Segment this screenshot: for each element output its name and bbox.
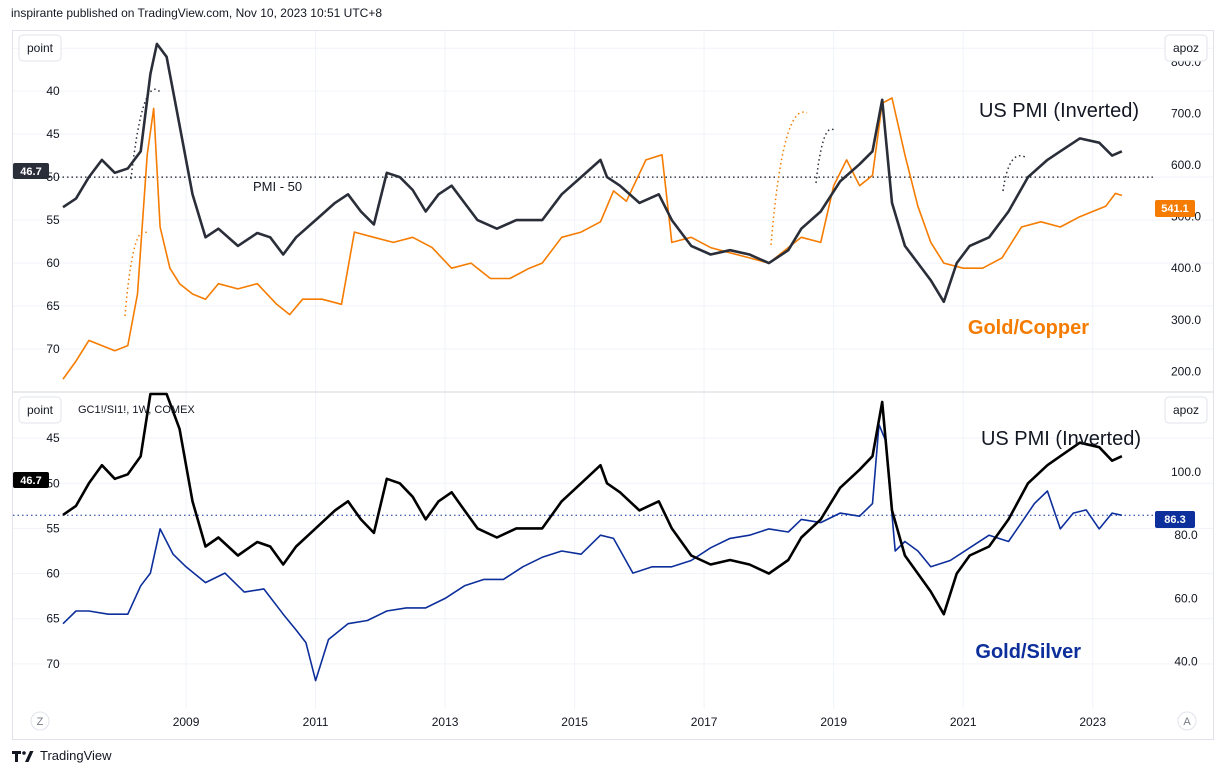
top-right-scale-button-bg[interactable] xyxy=(1164,34,1208,62)
dotted-arrow xyxy=(815,128,836,184)
x-tick-label: 2015 xyxy=(561,715,588,729)
top-right-scale-button[interactable]: apoz xyxy=(1173,41,1199,55)
time-axis-a-button-bg[interactable] xyxy=(1177,711,1197,731)
bottom-price-badge-bg xyxy=(1155,511,1195,528)
symbol-label: GC1!/SI1!, 1W, COMEX xyxy=(78,404,195,416)
x-tick-label: 2011 xyxy=(303,715,329,729)
left-axis-tick: 50 xyxy=(46,170,60,184)
right-axis-tick: 600.0 xyxy=(1171,158,1201,172)
right-axis-tick: 200.0 xyxy=(1171,364,1201,378)
dotted-arrow xyxy=(124,230,148,317)
dotted-arrow xyxy=(130,88,162,180)
left-axis-tick: 45 xyxy=(46,127,60,141)
right-axis-tick: 300.0 xyxy=(1171,313,1201,327)
x-tick-label: 2021 xyxy=(950,715,977,729)
x-tick-label: 2019 xyxy=(820,715,847,729)
left-axis-tick: 65 xyxy=(46,612,60,626)
top-left-scale-button[interactable]: point xyxy=(27,41,54,55)
bottom-title-pmi: US PMI (Inverted) xyxy=(981,428,1141,450)
time-axis-z-button[interactable]: Z xyxy=(37,716,44,728)
top-pmi-badge: 46.7 xyxy=(20,166,41,178)
top-left-scale-button-bg[interactable] xyxy=(18,34,62,62)
bottom-right-scale-button[interactable]: apoz xyxy=(1173,403,1199,417)
top-pmi-badge-bg xyxy=(13,163,49,179)
publish-header: inspirante published on TradingView.com,… xyxy=(11,6,383,20)
bottom-left-scale-button[interactable]: point xyxy=(27,403,54,417)
bottom-price-badge: 86.3 xyxy=(1164,514,1185,526)
left-axis-tick: 70 xyxy=(46,342,60,356)
grid-layer: 2009201120132015201720192021202335404550… xyxy=(13,31,1213,729)
dotted-arrow xyxy=(770,111,808,246)
bottom-right-scale-button-bg[interactable] xyxy=(1164,396,1208,424)
bottom-left-scale-button-bg[interactable] xyxy=(18,396,62,424)
right-axis-tick: 700.0 xyxy=(1171,107,1201,121)
left-axis-tick: 50 xyxy=(46,476,60,490)
right-axis-tick: 100.0 xyxy=(1171,465,1201,479)
left-axis-tick: 60 xyxy=(46,256,60,270)
right-axis-tick: 60.0 xyxy=(1174,591,1198,605)
chart-svg[interactable]: 2009201120132015201720192021202335404550… xyxy=(13,31,1213,739)
top-title-ratio: Gold/Copper xyxy=(968,317,1089,339)
x-tick-label: 2017 xyxy=(691,715,718,729)
left-axis-tick: 45 xyxy=(46,431,60,445)
left-axis-tick: 55 xyxy=(46,213,60,227)
right-axis-tick: 400.0 xyxy=(1171,261,1201,275)
time-axis-z-button-bg[interactable] xyxy=(30,711,50,731)
bottom-title-ratio: Gold/Silver xyxy=(975,641,1081,663)
left-axis-tick: 55 xyxy=(46,521,60,535)
right-axis-tick: 40.0 xyxy=(1174,655,1198,669)
left-axis-tick: 40 xyxy=(46,84,60,98)
tradingview-logo-icon[interactable] xyxy=(12,749,34,763)
left-axis-tick: 70 xyxy=(46,657,60,671)
tradingview-brand[interactable]: TradingView xyxy=(40,748,112,763)
x-tick-label: 2013 xyxy=(432,715,459,729)
top-price-badge-bg xyxy=(1155,200,1195,217)
time-axis-a-button[interactable]: A xyxy=(1183,716,1191,728)
footer[interactable]: TradingView xyxy=(12,748,112,763)
left-axis-tick: 60 xyxy=(46,567,60,581)
x-tick-label: 2023 xyxy=(1079,715,1106,729)
x-tick-label: 2009 xyxy=(173,715,200,729)
bottom-pmi-badge: 46.7 xyxy=(20,475,41,487)
chart-frame[interactable]: 2009201120132015201720192021202335404550… xyxy=(12,30,1214,740)
right-axis-tick: 80.0 xyxy=(1174,528,1198,542)
series-layer xyxy=(13,42,1155,682)
bottom-pmi-badge-bg xyxy=(13,472,49,488)
hline-label: PMI - 50 xyxy=(253,179,302,194)
left-axis-tick: 65 xyxy=(46,299,60,313)
gold-copper-line-pane1 xyxy=(62,97,1123,380)
top-title-pmi: US PMI (Inverted) xyxy=(979,100,1139,122)
top-price-badge: 541.1 xyxy=(1161,203,1189,215)
